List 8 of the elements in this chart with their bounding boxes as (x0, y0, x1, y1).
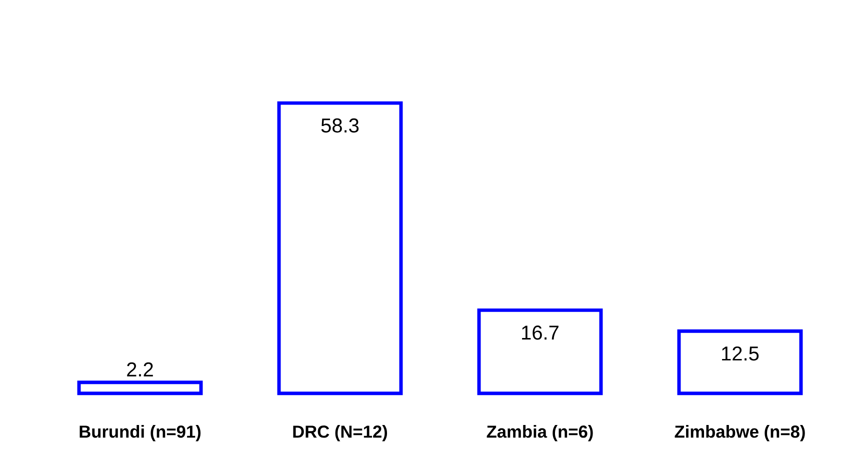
data-label: 16.7 (522, 325, 558, 340)
x-tick-label: Burundi (n=91) (80, 424, 201, 442)
data-label: 2.2 (127, 362, 153, 376)
x-tick-label: Zimbabwe (n=8) (674, 424, 805, 442)
x-tick-label: DRC (N=12) (293, 424, 388, 442)
x-tick-label: Zambia (n=6) (486, 424, 593, 442)
data-label: 12.5 (722, 346, 759, 360)
data-label: 58.3 (321, 118, 359, 132)
